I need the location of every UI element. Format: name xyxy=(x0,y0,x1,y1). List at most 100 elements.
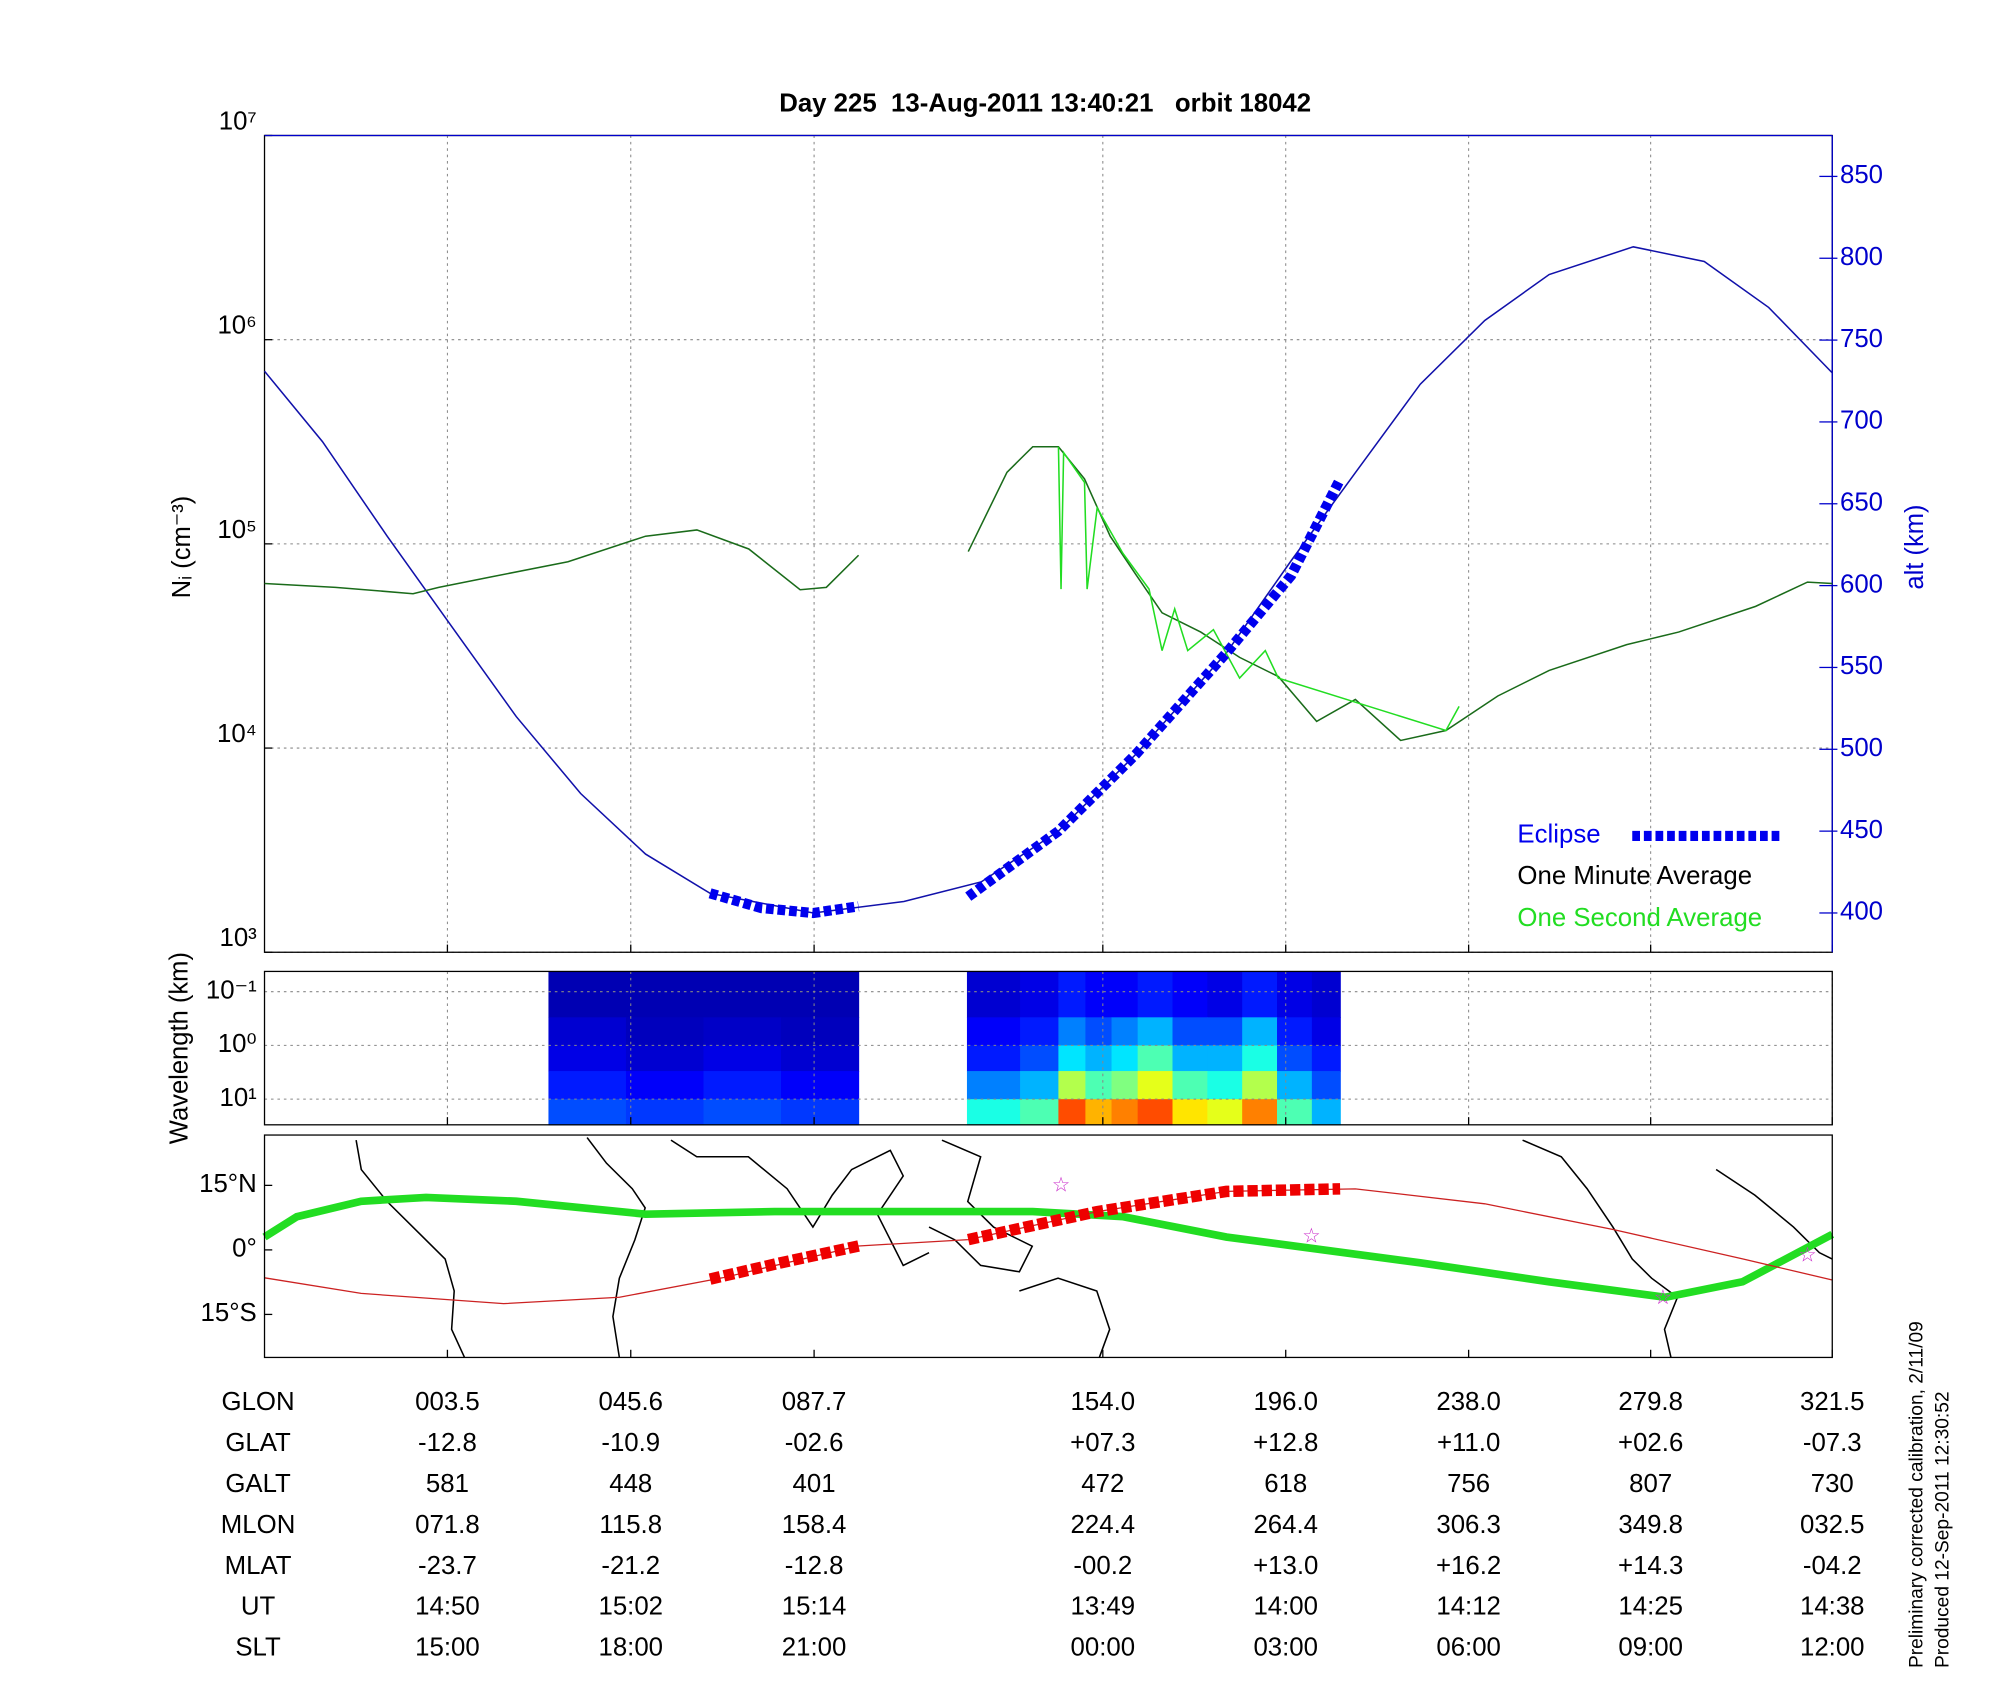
row-label: GLAT xyxy=(225,1429,291,1457)
y2-axis-label: alt (km) xyxy=(1901,504,1929,589)
heatmap-cell xyxy=(1207,1017,1243,1047)
y2-tick-label: 850 xyxy=(1840,161,1883,189)
table-cell: 448 xyxy=(609,1470,652,1498)
x-tick-label: 196.0 xyxy=(1253,1388,1318,1416)
heatmap-cell xyxy=(1137,1017,1174,1047)
y2-tick-label: 550 xyxy=(1840,652,1883,680)
heatmap-cell xyxy=(1111,971,1139,1018)
heatmap-cell xyxy=(1085,1099,1113,1126)
y-axis-label: Nᵢ (cm⁻³) xyxy=(168,496,196,599)
heatmap-cell xyxy=(1242,1071,1278,1100)
heatmap-cell xyxy=(703,1099,782,1126)
coastline xyxy=(1522,1139,1679,1358)
table-cell: +11.0 xyxy=(1437,1429,1500,1457)
table-cell: 032.5 xyxy=(1800,1511,1865,1539)
heatmap-cell xyxy=(1111,1017,1139,1047)
heatmap-cell xyxy=(1058,1071,1087,1100)
table-cell: -04.2 xyxy=(1803,1552,1862,1580)
table-cell: -02.6 xyxy=(785,1429,844,1457)
table-cell: 18:00 xyxy=(598,1634,663,1662)
heatmap-cell xyxy=(1137,1071,1174,1100)
heatmap-cell xyxy=(966,1099,1021,1126)
table-cell: 06:00 xyxy=(1436,1634,1501,1662)
heatmap-cell xyxy=(1207,1071,1243,1100)
heatmap-cell xyxy=(781,1045,860,1072)
data-line xyxy=(1057,446,1460,732)
heatmap-cell xyxy=(781,1099,860,1126)
heatmap-cell xyxy=(1085,1071,1113,1100)
y-tick-label: 10⁰ xyxy=(218,1030,257,1058)
table-cell: 14:25 xyxy=(1618,1593,1683,1621)
heatmap-cell xyxy=(1242,1045,1278,1072)
table-cell: -10.9 xyxy=(601,1429,660,1457)
table-cell: +02.6 xyxy=(1618,1429,1683,1457)
heatmap-cell xyxy=(548,1099,627,1126)
track-line xyxy=(262,1193,1835,1302)
table-cell: 12:00 xyxy=(1800,1634,1865,1662)
heatmap-cell xyxy=(548,1071,627,1100)
table-cell: +16.2 xyxy=(1436,1552,1501,1580)
heatmap-cell xyxy=(966,1071,1021,1100)
heatmap-cell xyxy=(1172,1071,1208,1100)
heatmap-cell xyxy=(1020,1071,1060,1100)
coastline xyxy=(355,1140,466,1358)
y-tick-label: 15°S xyxy=(201,1299,257,1327)
table-cell: 15:02 xyxy=(598,1593,663,1621)
coastline xyxy=(928,1139,1034,1273)
y-tick-label: 10⁵ xyxy=(217,516,256,544)
footer-note: Produced 12-Sep-2011 12:30:52 xyxy=(1932,1391,1953,1668)
y-tick-label: 10⁶ xyxy=(217,312,256,340)
eclipse-line xyxy=(708,476,1345,919)
heatmap-cell xyxy=(1207,1099,1243,1126)
star-marker: ☆ xyxy=(1052,1174,1070,1197)
heatmap-cell xyxy=(1020,1099,1060,1126)
table-cell: 581 xyxy=(426,1470,469,1498)
heatmap-cell xyxy=(1137,971,1174,1018)
table-cell: 115.8 xyxy=(599,1511,662,1539)
heatmap-cell xyxy=(781,1071,860,1100)
table-cell: 03:00 xyxy=(1253,1634,1318,1662)
table-cell: 071.8 xyxy=(415,1511,480,1539)
table-cell: 14:50 xyxy=(415,1593,480,1621)
heatmap-cell xyxy=(703,1017,782,1047)
table-cell: +07.3 xyxy=(1070,1429,1135,1457)
table-cell: 306.3 xyxy=(1436,1511,1501,1539)
coastline xyxy=(1019,1277,1111,1358)
heatmap-cell xyxy=(1207,1045,1243,1072)
y2-tick-label: 650 xyxy=(1840,489,1883,517)
table-cell: -07.3 xyxy=(1803,1429,1862,1457)
table-cell: -00.2 xyxy=(1073,1552,1132,1580)
heatmap-cell xyxy=(1111,1099,1139,1126)
y2-tick-label: 600 xyxy=(1840,570,1883,598)
legend-label: Eclipse xyxy=(1517,821,1600,849)
heatmap-cell xyxy=(1242,1099,1278,1126)
heatmap-cell xyxy=(625,1071,705,1100)
plot-frame xyxy=(263,1134,1833,1359)
table-cell: -12.8 xyxy=(418,1429,477,1457)
heatmap-cell xyxy=(1172,1017,1208,1047)
plot-frame xyxy=(263,970,1833,1126)
heatmap-cell xyxy=(1111,1045,1139,1072)
table-cell: 730 xyxy=(1811,1470,1854,1498)
heatmap-cell xyxy=(1058,971,1087,1018)
heatmap-cell xyxy=(1172,1099,1208,1126)
y2-tick-label: 800 xyxy=(1840,243,1883,271)
table-cell: 14:38 xyxy=(1800,1593,1865,1621)
star-marker: ☆ xyxy=(1654,1286,1672,1309)
table-cell: 00:00 xyxy=(1071,1634,1136,1662)
heatmap-cell xyxy=(1277,1071,1313,1100)
table-cell: 14:00 xyxy=(1253,1593,1318,1621)
y2-tick-label: 750 xyxy=(1840,325,1883,353)
row-label: SLT xyxy=(235,1634,281,1662)
table-cell: 264.4 xyxy=(1253,1511,1318,1539)
coastline xyxy=(670,1139,930,1267)
table-cell: 618 xyxy=(1264,1470,1307,1498)
table-cell: +13.0 xyxy=(1253,1552,1318,1580)
table-cell: +12.8 xyxy=(1253,1429,1318,1457)
heatmap-cell xyxy=(1137,1045,1174,1072)
heatmap-cell xyxy=(1277,1017,1313,1047)
table-cell: 09:00 xyxy=(1618,1634,1683,1662)
coastline xyxy=(1715,1168,1833,1260)
